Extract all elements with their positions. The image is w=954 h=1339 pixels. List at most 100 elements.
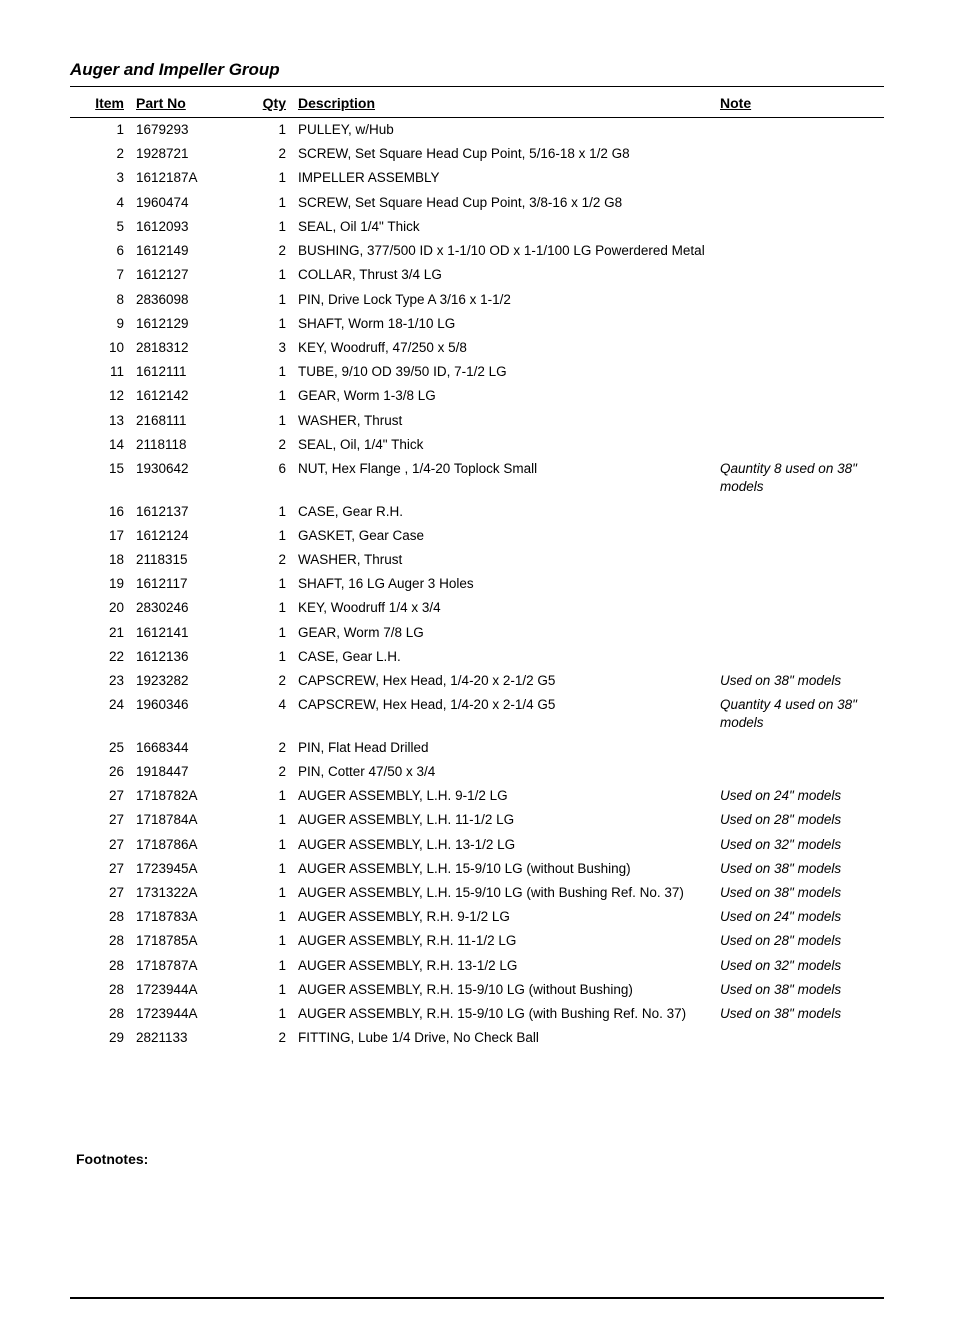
cell-desc: CASE, Gear L.H. <box>292 645 714 669</box>
cell-part: 1718787A <box>130 954 232 978</box>
cell-note <box>714 215 884 239</box>
table-row: 281718783A1AUGER ASSEMBLY, R.H. 9-1/2 LG… <box>70 905 884 929</box>
cell-desc: SHAFT, 16 LG Auger 3 Holes <box>292 572 714 596</box>
cell-qty: 4 <box>232 693 292 735</box>
cell-note <box>714 360 884 384</box>
cell-qty: 1 <box>232 857 292 881</box>
cell-item: 26 <box>70 760 130 784</box>
cell-desc: WASHER, Thrust <box>292 409 714 433</box>
cell-desc: PIN, Drive Lock Type A 3/16 x 1-1/2 <box>292 288 714 312</box>
cell-note <box>714 288 884 312</box>
cell-desc: AUGER ASSEMBLY, L.H. 11-1/2 LG <box>292 808 714 832</box>
cell-desc: AUGER ASSEMBLY, R.H. 13-1/2 LG <box>292 954 714 978</box>
cell-item: 18 <box>70 548 130 572</box>
table-row: 271723945A1AUGER ASSEMBLY, L.H. 15-9/10 … <box>70 857 884 881</box>
cell-part: 1612111 <box>130 360 232 384</box>
cell-item: 28 <box>70 905 130 929</box>
table-row: 2319232822CAPSCREW, Hex Head, 1/4-20 x 2… <box>70 669 884 693</box>
cell-qty: 2 <box>232 669 292 693</box>
cell-desc: SEAL, Oil, 1/4" Thick <box>292 433 714 457</box>
cell-note: Used on 38" models <box>714 857 884 881</box>
cell-part: 1723944A <box>130 1002 232 1026</box>
cell-qty: 1 <box>232 409 292 433</box>
cell-item: 5 <box>70 215 130 239</box>
cell-desc: AUGER ASSEMBLY, L.H. 13-1/2 LG <box>292 833 714 857</box>
cell-item: 17 <box>70 524 130 548</box>
cell-qty: 2 <box>232 433 292 457</box>
table-row: 419604741SCREW, Set Square Head Cup Poin… <box>70 191 884 215</box>
cell-item: 24 <box>70 693 130 735</box>
cell-desc: PIN, Flat Head Drilled <box>292 736 714 760</box>
cell-part: 1679293 <box>130 118 232 143</box>
cell-part: 1930642 <box>130 457 232 499</box>
table-row: 31612187A1IMPELLER ASSEMBLY <box>70 166 884 190</box>
cell-qty: 2 <box>232 760 292 784</box>
cell-part: 2818312 <box>130 336 232 360</box>
cell-qty: 1 <box>232 954 292 978</box>
cell-qty: 1 <box>232 1002 292 1026</box>
cell-qty: 1 <box>232 215 292 239</box>
cell-note: Qauntity 8 used on 38" models <box>714 457 884 499</box>
cell-qty: 1 <box>232 118 292 143</box>
cell-part: 1612093 <box>130 215 232 239</box>
cell-item: 27 <box>70 833 130 857</box>
cell-desc: SHAFT, Worm 18-1/10 LG <box>292 312 714 336</box>
table-row: 271718782A1AUGER ASSEMBLY, L.H. 9-1/2 LG… <box>70 784 884 808</box>
cell-item: 1 <box>70 118 130 143</box>
cell-note <box>714 645 884 669</box>
cell-item: 28 <box>70 954 130 978</box>
col-header-note: Note <box>714 91 884 118</box>
cell-note: Used on 38" models <box>714 669 884 693</box>
cell-part: 2830246 <box>130 596 232 620</box>
table-row: 616121492BUSHING, 377/500 ID x 1-1/10 OD… <box>70 239 884 263</box>
table-row: 2619184472PIN, Cotter 47/50 x 3/4 <box>70 760 884 784</box>
cell-item: 7 <box>70 263 130 287</box>
cell-desc: PIN, Cotter 47/50 x 3/4 <box>292 760 714 784</box>
cell-note <box>714 548 884 572</box>
cell-note <box>714 142 884 166</box>
cell-desc: TUBE, 9/10 OD 39/50 ID, 7-1/2 LG <box>292 360 714 384</box>
table-row: 116792931PULLEY, w/Hub <box>70 118 884 143</box>
cell-desc: AUGER ASSEMBLY, L.H. 15-9/10 LG (with Bu… <box>292 881 714 905</box>
cell-qty: 2 <box>232 548 292 572</box>
cell-note <box>714 118 884 143</box>
cell-part: 2168111 <box>130 409 232 433</box>
section-title: Auger and Impeller Group <box>70 60 884 80</box>
cell-item: 29 <box>70 1026 130 1050</box>
cell-note <box>714 263 884 287</box>
cell-part: 1612136 <box>130 645 232 669</box>
cell-desc: AUGER ASSEMBLY, L.H. 15-9/10 LG (without… <box>292 857 714 881</box>
cell-note <box>714 621 884 645</box>
cell-part: 1718785A <box>130 929 232 953</box>
cell-part: 1960474 <box>130 191 232 215</box>
cell-note <box>714 524 884 548</box>
cell-part: 1668344 <box>130 736 232 760</box>
cell-qty: 1 <box>232 833 292 857</box>
cell-desc: CAPSCREW, Hex Head, 1/4-20 x 2-1/2 G5 <box>292 669 714 693</box>
table-row: 2419603464CAPSCREW, Hex Head, 1/4-20 x 2… <box>70 693 884 735</box>
cell-note <box>714 336 884 360</box>
cell-note <box>714 384 884 408</box>
table-row: 1216121421GEAR, Worm 1-3/8 LG <box>70 384 884 408</box>
table-row: 2928211332FITTING, Lube 1/4 Drive, No Ch… <box>70 1026 884 1050</box>
cell-qty: 1 <box>232 263 292 287</box>
cell-note: Used on 28" models <box>714 929 884 953</box>
cell-qty: 1 <box>232 978 292 1002</box>
cell-note: Used on 32" models <box>714 833 884 857</box>
cell-desc: CAPSCREW, Hex Head, 1/4-20 x 2-1/4 G5 <box>292 693 714 735</box>
footnotes-label: Footnotes: <box>76 1151 884 1167</box>
cell-part: 1612127 <box>130 263 232 287</box>
cell-part: 1612124 <box>130 524 232 548</box>
cell-desc: SCREW, Set Square Head Cup Point, 5/16-1… <box>292 142 714 166</box>
cell-desc: GEAR, Worm 1-3/8 LG <box>292 384 714 408</box>
cell-note <box>714 191 884 215</box>
cell-desc: NUT, Hex Flange , 1/4-20 Toplock Small <box>292 457 714 499</box>
cell-desc: AUGER ASSEMBLY, R.H. 15-9/10 LG (without… <box>292 978 714 1002</box>
cell-item: 3 <box>70 166 130 190</box>
cell-part: 1928721 <box>130 142 232 166</box>
cell-part: 1960346 <box>130 693 232 735</box>
cell-qty: 1 <box>232 166 292 190</box>
cell-desc: GEAR, Worm 7/8 LG <box>292 621 714 645</box>
cell-desc: GASKET, Gear Case <box>292 524 714 548</box>
cell-part: 1718786A <box>130 833 232 857</box>
